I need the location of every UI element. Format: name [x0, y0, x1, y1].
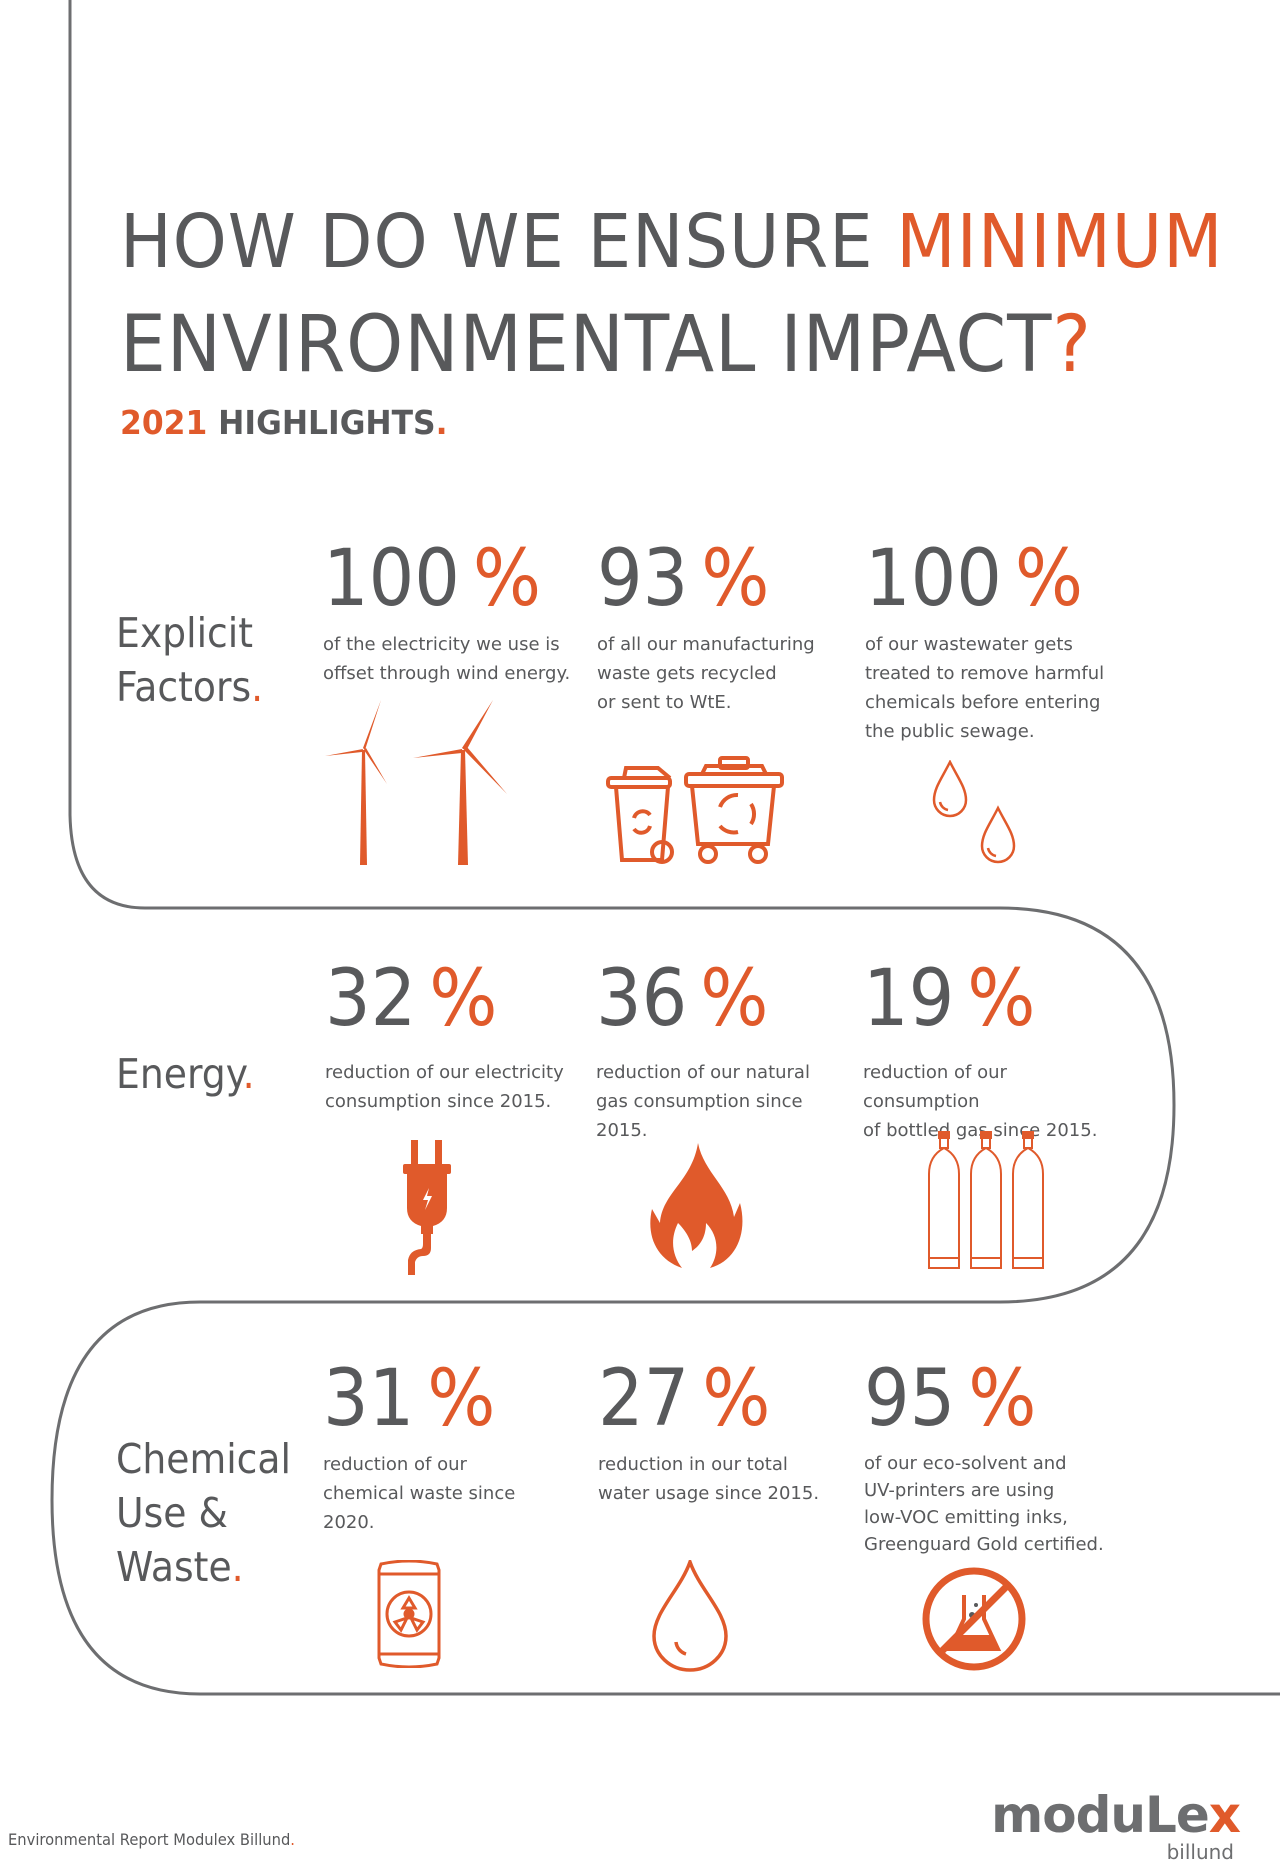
- stat-value: 19%: [863, 960, 1093, 1038]
- water-drop-icon: [650, 1560, 730, 1672]
- stat-unit: %: [968, 1354, 1037, 1444]
- logo-subtext: billund: [1166, 1840, 1234, 1864]
- stat-water-usage-reduction: 27% reduction in our total water usage s…: [598, 1360, 848, 1508]
- stat-description: reduction of our electricity consumption…: [325, 1062, 564, 1112]
- stat-number: 32: [325, 954, 417, 1044]
- logo-main-text: moduLe: [991, 1786, 1210, 1844]
- stat-unit: %: [702, 1354, 771, 1444]
- section-label-chemical-use-waste: Chemical Use & Waste.: [116, 1378, 291, 1594]
- footer-text: Environmental Report Modulex Billund: [8, 1830, 291, 1849]
- stat-description: of all our manufacturing waste gets recy…: [597, 634, 815, 713]
- section-label-text: Explicit Factors: [116, 609, 254, 711]
- page-title-line1: HOW DO WE ENSURE MINIMUM: [120, 205, 1223, 279]
- stat-unit: %: [472, 534, 542, 624]
- title-text: ENVIRONMENTAL IMPACT: [120, 300, 1053, 390]
- section-label-dot: .: [242, 1050, 255, 1098]
- title-text: HOW DO WE ENSURE: [120, 199, 897, 285]
- hazardous-barrel-icon: [373, 1560, 445, 1668]
- stat-value: 100%: [323, 540, 553, 618]
- section-label-text: Chemical Use & Waste: [116, 1435, 292, 1591]
- stat-unit: %: [967, 954, 1036, 1044]
- section-label-dot: .: [251, 663, 264, 711]
- stat-number: 95: [864, 1354, 956, 1444]
- stat-number: 93: [597, 534, 689, 624]
- stat-chemical-waste-reduction: 31% reduction of our chemical waste sinc…: [323, 1360, 573, 1537]
- stat-value: 27%: [598, 1360, 828, 1438]
- section-label-text: Energy: [116, 1050, 243, 1098]
- stat-description: of our eco-solvent and UV-printers are u…: [864, 1453, 1104, 1555]
- stat-value: 36%: [596, 960, 826, 1038]
- stat-number: 100: [323, 534, 460, 624]
- stat-value: 31%: [323, 1360, 553, 1438]
- subtitle-dot: .: [435, 403, 448, 442]
- modulex-logo: moduLex billund: [991, 1790, 1241, 1865]
- section-label-energy: Energy.: [116, 993, 255, 1101]
- no-chemicals-icon: [920, 1565, 1028, 1673]
- wind-turbines-icon: [325, 700, 525, 865]
- logo-x: x: [1208, 1786, 1241, 1844]
- flame-icon: [648, 1143, 743, 1268]
- footer-caption: Environmental Report Modulex Billund.: [8, 1830, 295, 1849]
- stat-unit: %: [427, 1354, 496, 1444]
- recycling-bins-icon: [606, 752, 791, 864]
- title-accent: MINIMUM: [896, 199, 1224, 285]
- stat-electricity-wind: 100% of the electricity we use is offset…: [323, 540, 573, 688]
- stat-waste-recycled: 93% of all our manufacturing waste gets …: [597, 540, 847, 717]
- stat-value: 100%: [865, 540, 1095, 618]
- stat-description: reduction of our chemical waste since 20…: [323, 1454, 516, 1533]
- stat-description: of the electricity we use is offset thro…: [323, 634, 571, 684]
- stat-description: reduction of our natural gas consumption…: [596, 1062, 810, 1141]
- stat-value: 93%: [597, 540, 827, 618]
- stat-unit: %: [701, 534, 770, 624]
- stat-value: 95%: [864, 1360, 1094, 1438]
- stat-description: of our wastewater gets treated to remove…: [865, 634, 1105, 742]
- stat-description: reduction of our consumption of bottled …: [863, 1062, 1098, 1141]
- subtitle: 2021 HIGHLIGHTS.: [120, 403, 448, 442]
- gas-bottles-icon: [925, 1130, 1055, 1270]
- water-drops-icon: [930, 760, 1030, 865]
- electric-plug-icon: [395, 1140, 465, 1275]
- stat-electricity-reduction: 32% reduction of our electricity consump…: [325, 960, 575, 1116]
- stat-unit: %: [1014, 534, 1084, 624]
- stat-number: 19: [863, 954, 955, 1044]
- footer-dot: .: [290, 1830, 295, 1849]
- section-label-explicit-factors: Explicit Factors.: [116, 552, 263, 714]
- subtitle-text: HIGHLIGHTS: [207, 403, 436, 442]
- stat-wastewater-treated: 100% of our wastewater gets treated to r…: [865, 540, 1115, 746]
- subtitle-year: 2021: [120, 403, 208, 442]
- logo-wordmark: moduLex: [991, 1790, 1241, 1840]
- stat-low-voc-printers: 95% of our eco-solvent and UV-printers a…: [864, 1360, 1114, 1558]
- stat-number: 31: [323, 1354, 415, 1444]
- stat-unit: %: [700, 954, 769, 1044]
- stat-bottled-gas-reduction: 19% reduction of our consumption of bott…: [863, 960, 1113, 1145]
- title-question-mark: ?: [1052, 300, 1092, 390]
- stat-number: 100: [865, 534, 1002, 624]
- page-title-line2: ENVIRONMENTAL IMPACT?: [120, 306, 1092, 384]
- stat-natural-gas-reduction: 36% reduction of our natural gas consump…: [596, 960, 846, 1145]
- stat-number: 27: [598, 1354, 690, 1444]
- stat-unit: %: [429, 954, 498, 1044]
- section-label-dot: .: [231, 1543, 244, 1591]
- stat-number: 36: [596, 954, 688, 1044]
- stat-value: 32%: [325, 960, 555, 1038]
- stat-description: reduction in our total water usage since…: [598, 1454, 820, 1504]
